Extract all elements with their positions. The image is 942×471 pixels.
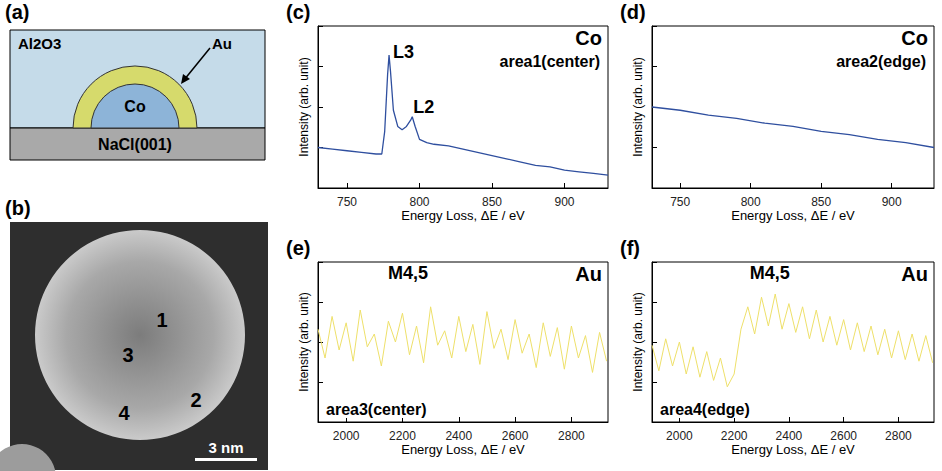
svg-text:M4,5: M4,5 <box>750 263 790 283</box>
svg-text:(f): (f) <box>620 237 640 259</box>
svg-text:Au: Au <box>212 35 232 52</box>
svg-text:750: 750 <box>337 195 357 209</box>
svg-text:Intensity (arb. unit): Intensity (arb. unit) <box>631 57 645 156</box>
svg-text:2800: 2800 <box>558 429 585 443</box>
svg-text:2600: 2600 <box>830 429 857 443</box>
svg-text:3 nm: 3 nm <box>208 439 243 456</box>
svg-text:900: 900 <box>882 195 902 209</box>
svg-text:(b): (b) <box>5 197 31 219</box>
svg-text:2600: 2600 <box>502 429 529 443</box>
svg-text:area4(edge): area4(edge) <box>660 401 750 418</box>
svg-text:M4,5: M4,5 <box>388 263 428 283</box>
svg-text:(d): (d) <box>620 1 646 23</box>
svg-text:4: 4 <box>118 402 130 424</box>
svg-text:Co: Co <box>575 27 602 49</box>
svg-text:2400: 2400 <box>445 429 472 443</box>
svg-text:3: 3 <box>122 344 133 366</box>
svg-text:area2(edge): area2(edge) <box>836 53 926 70</box>
svg-text:900: 900 <box>554 195 574 209</box>
svg-text:2000: 2000 <box>666 429 693 443</box>
svg-text:2200: 2200 <box>721 429 748 443</box>
svg-text:area1(center): area1(center) <box>500 53 601 70</box>
svg-text:(c): (c) <box>286 1 310 23</box>
svg-text:2400: 2400 <box>776 429 803 443</box>
svg-text:(a): (a) <box>5 1 29 23</box>
svg-text:NaCl(001): NaCl(001) <box>98 136 172 153</box>
svg-text:800: 800 <box>409 195 429 209</box>
svg-text:2: 2 <box>190 389 201 411</box>
svg-text:Energy Loss, ΔE / eV: Energy Loss, ΔE / eV <box>401 208 525 223</box>
svg-text:Au: Au <box>575 263 602 285</box>
svg-text:2200: 2200 <box>389 429 416 443</box>
svg-text:Co: Co <box>901 27 928 49</box>
svg-text:1: 1 <box>156 309 167 331</box>
svg-text:2800: 2800 <box>885 429 912 443</box>
svg-text:850: 850 <box>811 195 831 209</box>
svg-text:L2: L2 <box>413 97 434 117</box>
svg-text:Intensity (arb. unit): Intensity (arb. unit) <box>631 292 645 391</box>
svg-text:Co: Co <box>124 98 146 115</box>
svg-text:Energy Loss, ΔE / eV: Energy Loss, ΔE / eV <box>731 208 855 223</box>
svg-text:Al2O3: Al2O3 <box>18 35 61 52</box>
svg-text:Au: Au <box>901 263 928 285</box>
svg-text:850: 850 <box>482 195 502 209</box>
svg-text:(e): (e) <box>286 237 310 259</box>
svg-text:Energy Loss, ΔE / eV: Energy Loss, ΔE / eV <box>401 442 525 457</box>
svg-text:Intensity (arb. unit): Intensity (arb. unit) <box>297 292 311 391</box>
svg-text:800: 800 <box>741 195 761 209</box>
svg-text:area3(center): area3(center) <box>326 401 427 418</box>
svg-text:Energy Loss, ΔE / eV: Energy Loss, ΔE / eV <box>731 442 855 457</box>
svg-text:750: 750 <box>670 195 690 209</box>
svg-text:2000: 2000 <box>333 429 360 443</box>
svg-text:L3: L3 <box>393 42 414 62</box>
svg-text:Intensity (arb. unit): Intensity (arb. unit) <box>297 57 311 156</box>
